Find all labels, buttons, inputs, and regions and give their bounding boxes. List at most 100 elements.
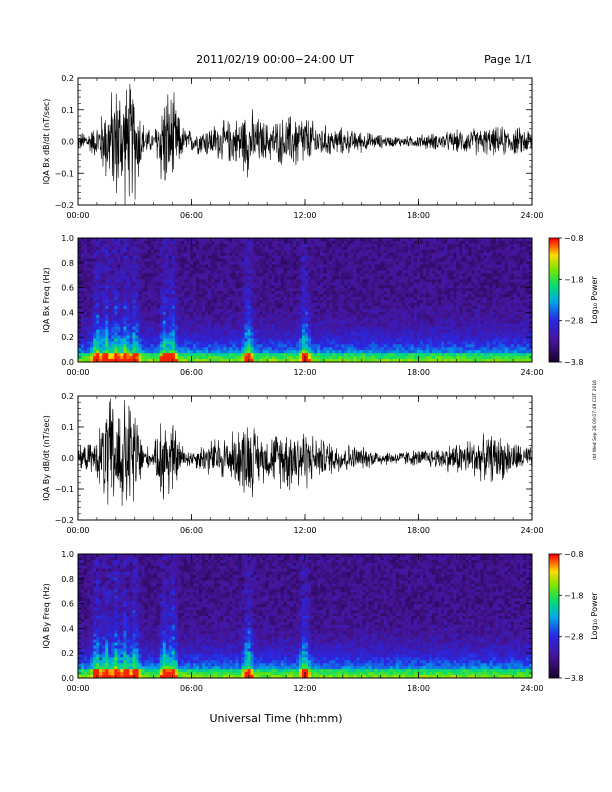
spectrogram-cell (266, 315, 269, 318)
spectrogram-cell (90, 256, 93, 259)
spectrogram-cell (93, 318, 96, 321)
spectrogram-cell (317, 253, 320, 256)
spectrogram-cell (347, 270, 350, 273)
spectrogram-cell (417, 253, 420, 256)
spectrogram-cell (384, 297, 387, 300)
spectrogram-cell (329, 285, 332, 288)
spectrogram-cell (90, 241, 93, 244)
spectrogram-cell (402, 344, 405, 347)
spectrogram-cell (142, 353, 145, 356)
spectrogram-cell (359, 341, 362, 344)
spectrogram-cell (196, 315, 199, 318)
spectrogram-cell (359, 315, 362, 318)
spectrogram-cell (217, 253, 220, 256)
spectrogram-cell (247, 353, 250, 356)
spectrogram-cell (190, 253, 193, 256)
spectrogram-cell (117, 353, 120, 356)
spectrogram-cell (244, 250, 247, 253)
spectrogram-cell (302, 341, 305, 344)
spectrogram-cell (117, 288, 120, 291)
spectrogram-cell (99, 268, 102, 271)
spectrogram-cell (326, 256, 329, 259)
spectrogram-cell (211, 265, 214, 268)
spectrogram-cell (142, 256, 145, 259)
spectrogram-cell (266, 265, 269, 268)
spectrogram-cell (359, 321, 362, 324)
spectrogram-cell (254, 303, 257, 306)
spectrogram-cell (281, 270, 284, 273)
spectrogram-cell (184, 341, 187, 344)
spectrogram-cell (399, 338, 402, 341)
spectrogram-cell (353, 353, 356, 356)
spectrogram-cell (175, 330, 178, 333)
spectrogram-cell (405, 268, 408, 271)
spectrogram-cell (366, 318, 369, 321)
spectrogram-cell (226, 335, 229, 338)
spectrogram-cell (93, 253, 96, 256)
spectrogram-cell (366, 347, 369, 350)
spectrogram-cell (296, 356, 299, 359)
spectrogram-cell (384, 312, 387, 315)
spectrogram-cell (132, 341, 135, 344)
spectrogram-cell (269, 324, 272, 327)
spectrogram-cell (196, 244, 199, 247)
spectrogram-cell (251, 341, 254, 344)
spectrogram-cell (405, 250, 408, 253)
spectrogram-cell (366, 262, 369, 265)
spectrogram-cell (350, 309, 353, 312)
spectrogram-cell (87, 344, 90, 347)
spectrogram-cell (366, 297, 369, 300)
spectrogram-cell (314, 318, 317, 321)
spectrogram-cell (281, 338, 284, 341)
spectrogram-cell (166, 315, 169, 318)
spectrogram-cell (257, 256, 260, 259)
spectrogram-cell (311, 318, 314, 321)
spectrogram-cell (220, 341, 223, 344)
spectrogram-cell (196, 332, 199, 335)
spectrogram-cell (96, 306, 99, 309)
spectrogram-cell (356, 330, 359, 333)
spectrogram-cell (278, 282, 281, 285)
spectrogram-cell (241, 324, 244, 327)
spectrogram-cell (190, 312, 193, 315)
spectrogram-cell (314, 315, 317, 318)
spectrogram-cell (302, 268, 305, 271)
spectrogram-cell (205, 276, 208, 279)
spectrogram-cell (190, 279, 193, 282)
spectrogram-cell (257, 270, 260, 273)
spectrogram-cell (293, 282, 296, 285)
spectrogram-cell (178, 241, 181, 244)
spectrogram-cell (114, 276, 117, 279)
spectrogram-cell (411, 303, 414, 306)
spectrogram-cell (323, 309, 326, 312)
spectrogram-cell (175, 297, 178, 300)
spectrogram-cell (332, 279, 335, 282)
spectrogram-cell (408, 262, 411, 265)
spectrogram-cell (139, 309, 142, 312)
spectrogram-cell (275, 338, 278, 341)
spectrogram-cell (166, 309, 169, 312)
spectrogram-cell (136, 312, 139, 315)
spectrogram-cell (187, 327, 190, 330)
spectrogram-cell (229, 247, 232, 250)
spectrogram-cell (211, 241, 214, 244)
spectrogram-cell (220, 306, 223, 309)
spectrogram-cell (190, 285, 193, 288)
spectrogram-cell (272, 244, 275, 247)
spectrogram-cell (381, 335, 384, 338)
spectrogram-cell (302, 312, 305, 315)
spectrogram-cell (384, 330, 387, 333)
spectrogram-cell (369, 309, 372, 312)
spectrogram-cell (299, 330, 302, 333)
spectrogram-cell (102, 259, 105, 262)
spectrogram-cell (411, 332, 414, 335)
spectrogram-cell (372, 327, 375, 330)
spectrogram-cell (320, 300, 323, 303)
spectrogram-cell (350, 306, 353, 309)
spectrogram-cell (344, 350, 347, 353)
spectrogram-cell (335, 297, 338, 300)
spectrogram-cell (384, 303, 387, 306)
spectrogram-cell (178, 324, 181, 327)
page-number: Page 1/1 (484, 53, 532, 66)
spectrogram-cell (375, 288, 378, 291)
